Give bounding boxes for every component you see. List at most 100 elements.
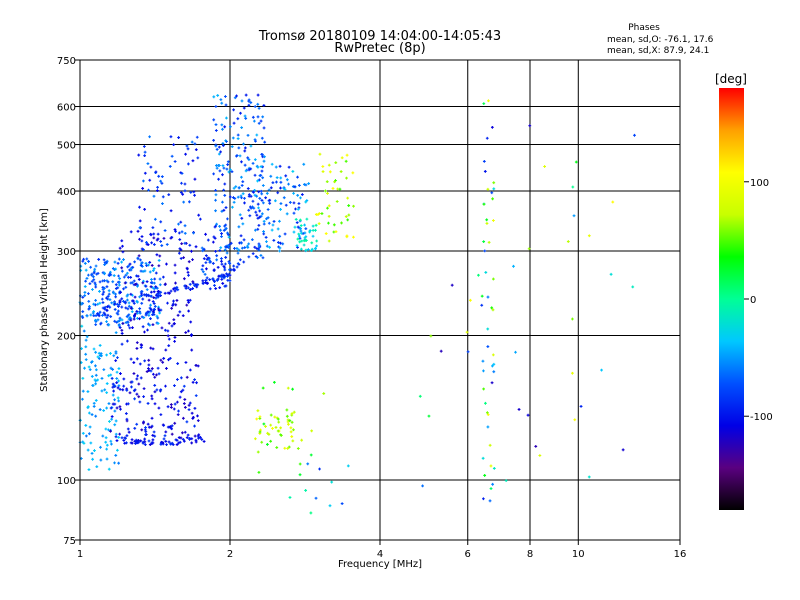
data-point <box>118 246 122 250</box>
data-point <box>111 385 115 389</box>
data-point <box>269 413 273 417</box>
data-point <box>187 273 190 277</box>
data-point <box>87 273 90 277</box>
data-point <box>170 235 174 239</box>
data-point <box>255 417 259 421</box>
data-point <box>466 350 470 354</box>
data-point <box>253 193 257 197</box>
data-point <box>318 467 321 471</box>
data-point <box>81 295 85 299</box>
data-point <box>284 203 288 207</box>
data-point <box>107 402 111 405</box>
data-point <box>229 125 232 129</box>
data-point <box>194 394 198 398</box>
data-point <box>159 240 163 243</box>
data-point <box>514 350 517 354</box>
data-point <box>109 315 113 318</box>
data-point <box>136 257 140 261</box>
data-point <box>109 270 112 274</box>
y-tick-label: 400 <box>57 187 76 198</box>
data-point <box>113 384 117 388</box>
data-point <box>143 437 147 441</box>
data-point <box>109 429 112 433</box>
data-point <box>240 99 244 103</box>
data-point <box>222 275 226 279</box>
data-point <box>85 277 89 280</box>
data-point <box>114 283 118 287</box>
data-point <box>346 218 350 222</box>
data-point <box>335 200 339 203</box>
data-point <box>102 271 106 275</box>
data-point <box>170 405 173 409</box>
data-point <box>120 342 124 346</box>
data-point <box>190 334 193 338</box>
data-point <box>101 279 105 283</box>
data-point <box>153 402 157 406</box>
data-point <box>149 303 152 307</box>
data-point <box>261 386 265 390</box>
data-point <box>124 412 128 415</box>
data-point <box>262 222 266 226</box>
data-point <box>93 267 97 271</box>
data-point <box>538 454 542 457</box>
data-point <box>242 142 245 146</box>
data-point <box>489 464 493 468</box>
data-point <box>121 250 125 254</box>
colorbar-tick-label: -100 <box>750 412 773 423</box>
data-point <box>166 405 170 409</box>
data-point <box>224 103 228 107</box>
data-point <box>237 248 241 252</box>
data-point <box>141 187 145 190</box>
data-point <box>217 145 221 149</box>
data-point <box>214 198 217 202</box>
data-point <box>276 227 280 231</box>
data-point <box>268 201 272 205</box>
data-point <box>159 220 163 224</box>
data-point <box>243 201 246 205</box>
data-point <box>296 175 299 179</box>
data-point <box>175 443 179 446</box>
data-point <box>295 221 299 224</box>
data-point <box>173 384 176 387</box>
data-point <box>326 206 329 210</box>
data-point <box>85 314 89 318</box>
data-point <box>481 359 485 363</box>
data-point <box>258 215 262 219</box>
data-point <box>253 105 257 108</box>
data-point <box>124 273 128 277</box>
data-point <box>224 223 228 227</box>
data-point <box>334 161 338 165</box>
data-point <box>181 431 184 435</box>
data-point <box>192 231 195 235</box>
data-point <box>587 475 591 479</box>
data-point <box>188 243 192 247</box>
data-point <box>228 261 232 265</box>
data-point <box>304 248 308 252</box>
colorbar-tick-label: 100 <box>750 178 769 189</box>
data-point <box>211 277 215 281</box>
data-point <box>161 202 164 205</box>
data-point <box>302 243 306 247</box>
data-point <box>182 256 186 260</box>
data-point <box>117 305 120 308</box>
data-point <box>132 299 135 303</box>
data-point <box>275 180 278 184</box>
data-point <box>136 274 140 278</box>
data-point <box>167 193 171 197</box>
data-point <box>260 169 264 173</box>
data-point <box>164 384 167 388</box>
data-point <box>109 366 113 370</box>
data-point <box>266 208 270 211</box>
data-point <box>321 165 325 168</box>
data-point <box>201 281 205 285</box>
data-point <box>129 306 133 310</box>
data-point <box>193 193 196 197</box>
data-point <box>137 382 141 386</box>
data-point <box>120 328 124 332</box>
y-tick-label: 500 <box>57 141 76 152</box>
data-point <box>201 249 205 253</box>
data-point <box>220 101 224 105</box>
data-point <box>214 105 218 108</box>
data-point <box>160 326 164 330</box>
data-point <box>194 438 198 442</box>
